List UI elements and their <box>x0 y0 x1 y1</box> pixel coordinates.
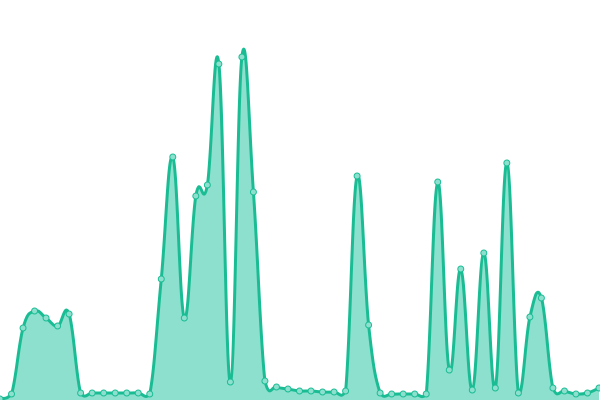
data-point-34 <box>388 390 396 398</box>
data-point-31 <box>353 172 361 180</box>
data-point-40 <box>457 265 465 273</box>
data-point-43 <box>491 384 499 392</box>
data-point-4 <box>42 314 50 322</box>
data-point-13 <box>146 390 154 398</box>
data-points <box>0 53 600 400</box>
data-point-18 <box>203 181 211 189</box>
data-point-5 <box>54 322 62 330</box>
series-area <box>0 49 599 400</box>
data-point-48 <box>549 384 557 392</box>
data-point-20 <box>226 378 234 386</box>
data-point-11 <box>123 389 131 397</box>
data-point-29 <box>330 388 338 396</box>
data-point-6 <box>65 310 73 318</box>
data-point-9 <box>100 389 108 397</box>
data-point-26 <box>296 387 303 395</box>
data-point-12 <box>134 389 142 397</box>
data-point-7 <box>77 389 85 397</box>
data-point-10 <box>111 389 119 397</box>
data-point-38 <box>434 178 442 186</box>
data-point-25 <box>284 385 292 393</box>
data-point-21 <box>238 53 246 61</box>
data-point-51 <box>583 389 591 397</box>
data-point-17 <box>192 192 200 200</box>
data-point-22 <box>249 188 257 196</box>
data-point-33 <box>376 389 384 397</box>
data-point-39 <box>445 366 453 374</box>
data-point-44 <box>503 159 511 167</box>
data-point-50 <box>572 390 580 398</box>
data-point-41 <box>468 386 476 394</box>
data-point-37 <box>422 390 430 398</box>
data-point-15 <box>169 153 177 161</box>
data-point-14 <box>157 275 165 283</box>
data-point-30 <box>342 387 350 395</box>
data-point-0 <box>0 395 4 400</box>
data-point-24 <box>272 383 280 391</box>
data-point-16 <box>180 314 188 322</box>
data-point-47 <box>537 294 545 302</box>
data-point-36 <box>411 390 419 398</box>
data-point-3 <box>31 307 39 315</box>
data-point-46 <box>526 313 534 321</box>
data-point-1 <box>8 390 16 398</box>
data-point-49 <box>560 387 568 395</box>
data-point-52 <box>595 384 600 392</box>
data-point-32 <box>365 321 373 329</box>
data-point-8 <box>88 389 96 397</box>
data-point-27 <box>307 387 315 395</box>
data-point-42 <box>480 249 488 257</box>
data-point-2 <box>19 324 27 332</box>
data-point-19 <box>215 60 223 68</box>
data-point-45 <box>514 389 522 397</box>
data-point-23 <box>261 377 269 385</box>
data-point-28 <box>319 388 327 396</box>
data-point-35 <box>399 390 407 398</box>
